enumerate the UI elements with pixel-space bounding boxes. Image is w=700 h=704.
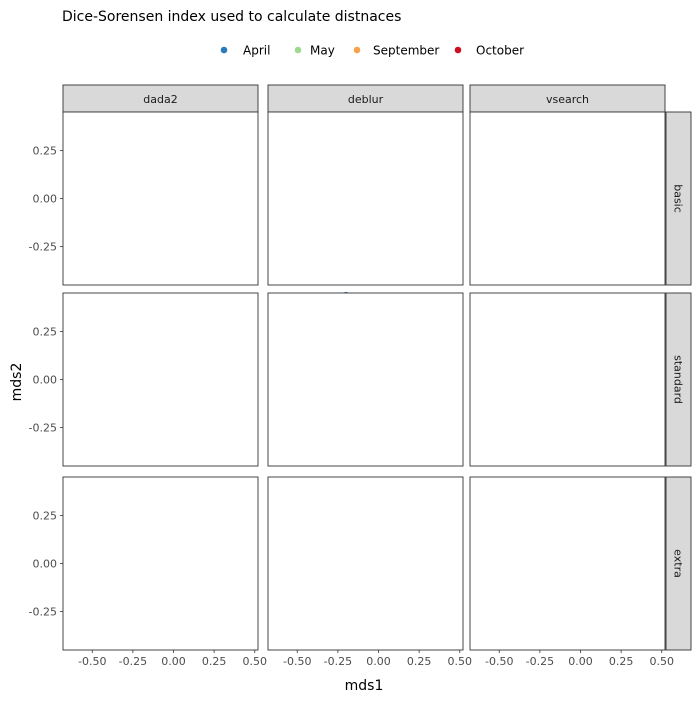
panel-border [267,292,464,467]
x-tick-label: -0.25 [119,655,147,668]
panel-border [62,292,259,467]
panel-standard-deblur [267,291,464,467]
y-tick-label: -0.25 [29,422,57,435]
y-tick-label: 0.00 [33,374,58,387]
facet-panels: dada2 deblur vsearch basic standard extra -0.2… [29,84,692,668]
legend-label-october: October [476,44,524,58]
x-tick-label: 0.25 [202,655,227,668]
x-tick-label: 0.00 [161,655,186,668]
strip-label-standard: standard [672,355,685,404]
legend-label-april: April [243,44,270,58]
strip-label-deblur: deblur [348,93,384,106]
panel-basic-dada2: -0.25 0.00 0.25 [29,111,259,286]
panel-extra-vsearch: -0.50 -0.25 0.00 0.25 0.50 [469,476,675,668]
legend-item-may: May [294,44,335,58]
x-tick-label: -0.50 [283,655,311,668]
legend-key-september [353,46,361,54]
x-tick-label: -0.25 [324,655,352,668]
y-tick-label: 0.25 [33,325,58,338]
x-tick-label: 0.00 [366,655,391,668]
panel-extra-dada2: -0.25 0.00 0.25 -0.50 -0.25 0.00 0.25 0.50 [29,476,268,668]
strip-label-dada2: dada2 [143,93,177,106]
x-tick-label: 0.25 [407,655,432,668]
legend: April May September October [220,44,524,58]
legend-label-may: May [310,44,335,58]
strip-vsearch [469,84,666,113]
strip-standard [665,292,692,467]
panel-basic-vsearch [469,111,666,286]
strip-label-vsearch: vsearch [546,93,589,106]
x-tick-label: 0.50 [650,655,675,668]
strip-basic [665,111,692,286]
legend-item-april: April [220,44,270,58]
plot-title: Dice-Sorensen index used to calculate di… [62,9,401,25]
panel-basic-deblur [267,111,464,286]
panel-border [62,111,259,286]
y-tick-label: 0.25 [33,509,58,522]
legend-item-september: September [353,44,439,58]
x-tick-label: 0.25 [609,655,634,668]
panel-border [469,111,666,286]
y-tick-label: -0.25 [29,241,57,254]
x-tick-label: -0.50 [78,655,106,668]
strip-label-extra: extra [672,549,685,578]
legend-key-october [454,46,462,54]
legend-key-may [294,46,302,54]
x-tick-label: -0.50 [485,655,513,668]
strip-deblur [267,84,464,113]
legend-label-september: September [373,44,439,58]
panel-standard-vsearch [469,292,666,467]
x-tick-label: 0.50 [243,655,268,668]
panel-border [267,476,464,651]
panel-border [469,476,666,651]
y-tick-label: 0.00 [33,193,58,206]
legend-key-april [220,46,228,54]
y-tick-label: 0.25 [33,144,58,157]
x-tick-label: -0.25 [526,655,554,668]
strip-dada2 [62,84,259,113]
x-axis-title: mds1 [345,678,384,694]
legend-item-october: October [454,44,524,58]
strip-extra [665,476,692,651]
x-tick-label: 0.50 [448,655,473,668]
strip-label-basic: basic [672,184,685,213]
y-tick-label: 0.00 [33,558,58,571]
panel-standard-dada2: -0.25 0.00 0.25 [29,292,259,467]
panel-border [267,111,464,286]
panel-border [62,476,259,651]
y-tick-label: -0.25 [29,606,57,619]
y-axis-title: mds2 [9,363,25,402]
panel-border [469,292,666,467]
x-tick-label: 0.00 [568,655,593,668]
panel-extra-deblur: -0.50 -0.25 0.00 0.25 0.50 [267,476,473,668]
